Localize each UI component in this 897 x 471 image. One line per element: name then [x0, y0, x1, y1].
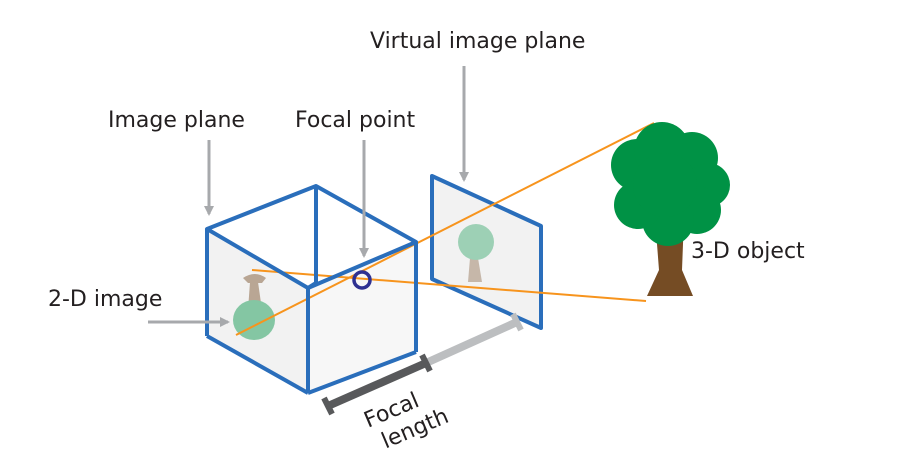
inverted-tree-image	[233, 274, 275, 340]
three-d-tree	[611, 122, 730, 296]
focal-point-label: Focal point	[295, 108, 415, 133]
virtual-image-tree	[458, 224, 494, 282]
camera-box	[205, 184, 418, 395]
image-plane-label: Image plane	[108, 108, 245, 133]
light-ray-top	[235, 122, 655, 336]
virtual-image-plane-label: Virtual image plane	[370, 29, 585, 54]
focal-length-bar	[321, 312, 524, 416]
focal-length-label: Focal length	[361, 388, 453, 454]
image-plane-face	[207, 229, 308, 393]
two-d-image-label: 2-D image	[48, 287, 162, 312]
focal-point-ring	[352, 270, 372, 290]
camera-box-side-fill	[308, 242, 416, 393]
three-d-object-label: 3-D object	[691, 239, 805, 264]
